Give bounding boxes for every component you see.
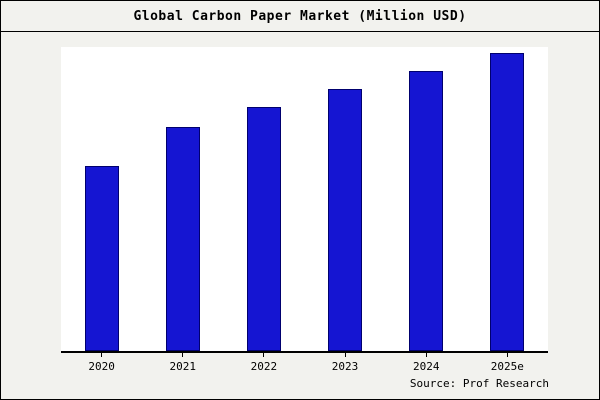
bar-column [328, 47, 363, 351]
bar-2025e [490, 52, 525, 351]
bar-2024 [409, 70, 444, 351]
x-tick: 2021 [163, 353, 203, 373]
x-tick: 2020 [82, 353, 122, 373]
x-tick-label: 2020 [88, 360, 115, 373]
x-tick-mark [182, 353, 184, 357]
bar-2021 [165, 127, 200, 351]
x-tick: 2024 [406, 353, 446, 373]
x-tick-mark [425, 353, 427, 357]
bar-2020 [84, 166, 119, 351]
x-tick-label: 2023 [331, 360, 359, 373]
x-tick-mark [263, 353, 265, 357]
x-tick-label: 2024 [412, 360, 440, 373]
x-tick-label: 2025e [490, 360, 524, 373]
x-tick-label: 2021 [169, 360, 196, 373]
chart-title: Global Carbon Paper Market (Million USD) [1, 1, 599, 32]
source-attribution: Source: Prof Research [409, 377, 549, 390]
x-axis-labels: 2020 2021 2022 2023 2024 2025e [61, 353, 548, 373]
x-tick-mark [101, 353, 103, 357]
bar-column [84, 47, 119, 351]
x-tick: 2022 [244, 353, 284, 373]
x-tick-label: 2022 [250, 360, 278, 373]
bar-2023 [328, 88, 363, 351]
plot-area [61, 47, 548, 353]
x-tick: 2025e [487, 353, 527, 373]
bar-column [165, 47, 200, 351]
bar-2022 [246, 106, 281, 351]
bar-column [490, 47, 525, 351]
bar-column [246, 47, 281, 351]
bar-column [409, 47, 444, 351]
x-tick: 2023 [325, 353, 365, 373]
x-tick-mark [344, 353, 346, 357]
x-tick-mark [506, 353, 508, 357]
